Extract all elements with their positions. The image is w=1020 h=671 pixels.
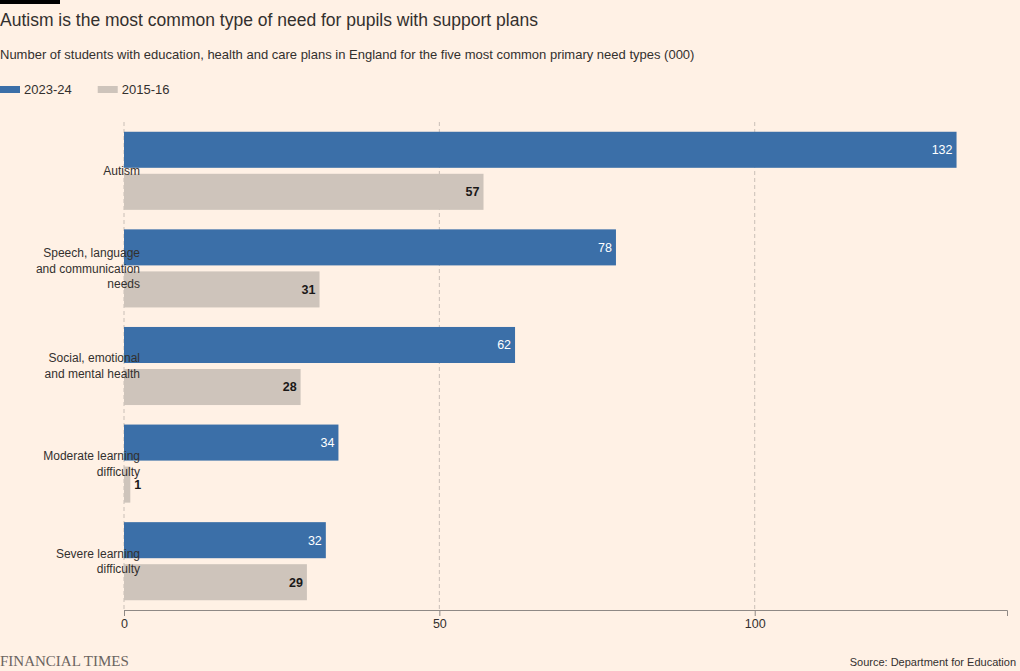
x-axis: 0 50 100 [121, 610, 1007, 631]
category-labels: Autism Speech, languageand communicationn… [36, 164, 140, 576]
tick: 100 [745, 610, 766, 631]
data-label: 32 [308, 534, 322, 548]
data-label: 78 [598, 241, 612, 255]
category-label: Social, emotionaland mental health [45, 351, 140, 381]
category-label: Severe learningdifficulty [56, 547, 140, 577]
legend-label: 2023-24 [24, 82, 72, 97]
category-label: Autism [103, 164, 140, 178]
bar [124, 229, 616, 265]
grid [124, 122, 755, 610]
data-label: 57 [466, 185, 480, 199]
tick-label: 50 [433, 617, 447, 631]
grid-line [754, 122, 755, 610]
bar [124, 425, 338, 461]
bar [124, 522, 326, 558]
legend-swatch [0, 86, 20, 93]
legend-label: 2015-16 [122, 82, 170, 97]
source: Source: Department for Education [850, 656, 1016, 668]
axis-line [125, 611, 1008, 617]
chart: Autism is the most common type of need f… [0, 0, 1020, 671]
bar [124, 327, 515, 363]
legend-swatch [98, 86, 118, 93]
tick: 0 [121, 610, 128, 631]
data-label: 1 [134, 478, 141, 492]
title: Autism is the most common type of need f… [0, 10, 538, 30]
category-label: Moderate learningdifficulty [43, 449, 140, 479]
category-label: Speech, languageand communicationneeds [36, 246, 140, 291]
tick-mark [439, 610, 440, 616]
brand-bar [0, 0, 60, 4]
tick-label: 0 [121, 617, 128, 631]
bar [124, 271, 320, 307]
tick-label: 100 [745, 617, 766, 631]
data-labels: 132 78 62 34 32 57 31 28 1 29 [134, 143, 952, 589]
bar [124, 369, 301, 405]
data-label: 29 [289, 576, 303, 590]
data-label: 34 [321, 436, 335, 450]
tick-mark [755, 610, 756, 616]
tick: 50 [433, 610, 447, 631]
tick-mark [124, 610, 125, 616]
bars [124, 132, 957, 600]
legend: 2023-24 2015-16 [0, 82, 169, 97]
bar [124, 132, 957, 168]
data-label: 62 [497, 338, 511, 352]
bar [124, 564, 307, 600]
data-label: 28 [283, 380, 297, 394]
data-label: 132 [932, 143, 953, 157]
bar [124, 174, 484, 210]
data-label: 31 [302, 283, 316, 297]
subtitle: Number of students with education, healt… [0, 47, 694, 62]
credit: FINANCIAL TIMES [0, 653, 129, 669]
